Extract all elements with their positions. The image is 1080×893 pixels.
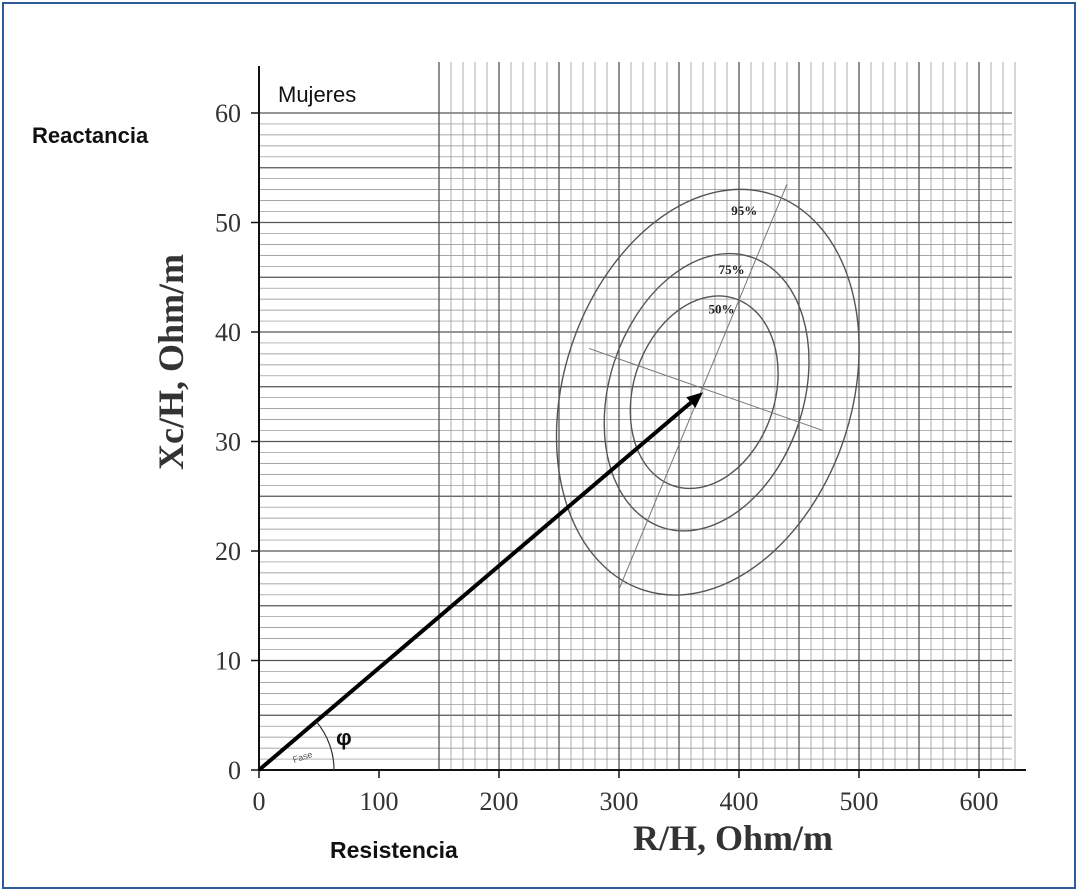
vector-line <box>257 401 693 772</box>
x-axis-title: R/H, Ohm/m <box>633 818 833 858</box>
impedance-vector <box>257 392 703 772</box>
tolerance-label: 95% <box>731 203 757 218</box>
y-tick-label: 40 <box>215 318 241 347</box>
x-tick-label: 500 <box>840 787 879 816</box>
x-tick-label: 400 <box>720 787 759 816</box>
labels: Mujeres Reactancia Resistencia R/H, Ohm/… <box>32 82 833 863</box>
panel-label: Mujeres <box>278 82 356 107</box>
angle-sublabel: Fase <box>292 749 314 765</box>
x-tick-label: 100 <box>360 787 399 816</box>
corner-y-label: Reactancia <box>32 123 149 148</box>
y-tick-label: 20 <box>215 537 241 566</box>
corner-x-label: Resistencia <box>330 837 458 863</box>
tolerance-ellipse <box>603 252 810 532</box>
axes: 0 100 200 300 400 500 600 0 10 20 30 40 50 60 <box>215 66 1026 816</box>
vector-arrowhead <box>686 392 703 408</box>
y-tick-label: 50 <box>215 209 241 238</box>
ellipse-minor-axis <box>588 347 824 432</box>
y-tick-label: 60 <box>215 99 241 128</box>
grid-layer <box>259 62 1016 771</box>
tolerance-ellipse <box>629 295 779 490</box>
angle-label: φ <box>336 725 352 750</box>
x-tick-label: 200 <box>480 787 519 816</box>
tolerance-label: 75% <box>719 262 745 277</box>
tolerance-label: 50% <box>708 302 734 317</box>
x-tick-label: 600 <box>960 787 999 816</box>
x-tick-label: 0 <box>253 787 266 816</box>
tolerance-ellipses: 50% 75% 95% <box>555 183 860 596</box>
y-axis-title: Xc/H, Ohm/m <box>151 254 191 470</box>
phase-angle-arc <box>315 721 335 771</box>
y-tick-label: 0 <box>228 756 241 785</box>
tolerance-ellipse <box>555 188 860 596</box>
ellipse-major-axis <box>618 183 788 590</box>
y-tick-label: 30 <box>215 428 241 457</box>
x-tick-label: 300 <box>600 787 639 816</box>
y-tick-label: 10 <box>215 647 241 676</box>
